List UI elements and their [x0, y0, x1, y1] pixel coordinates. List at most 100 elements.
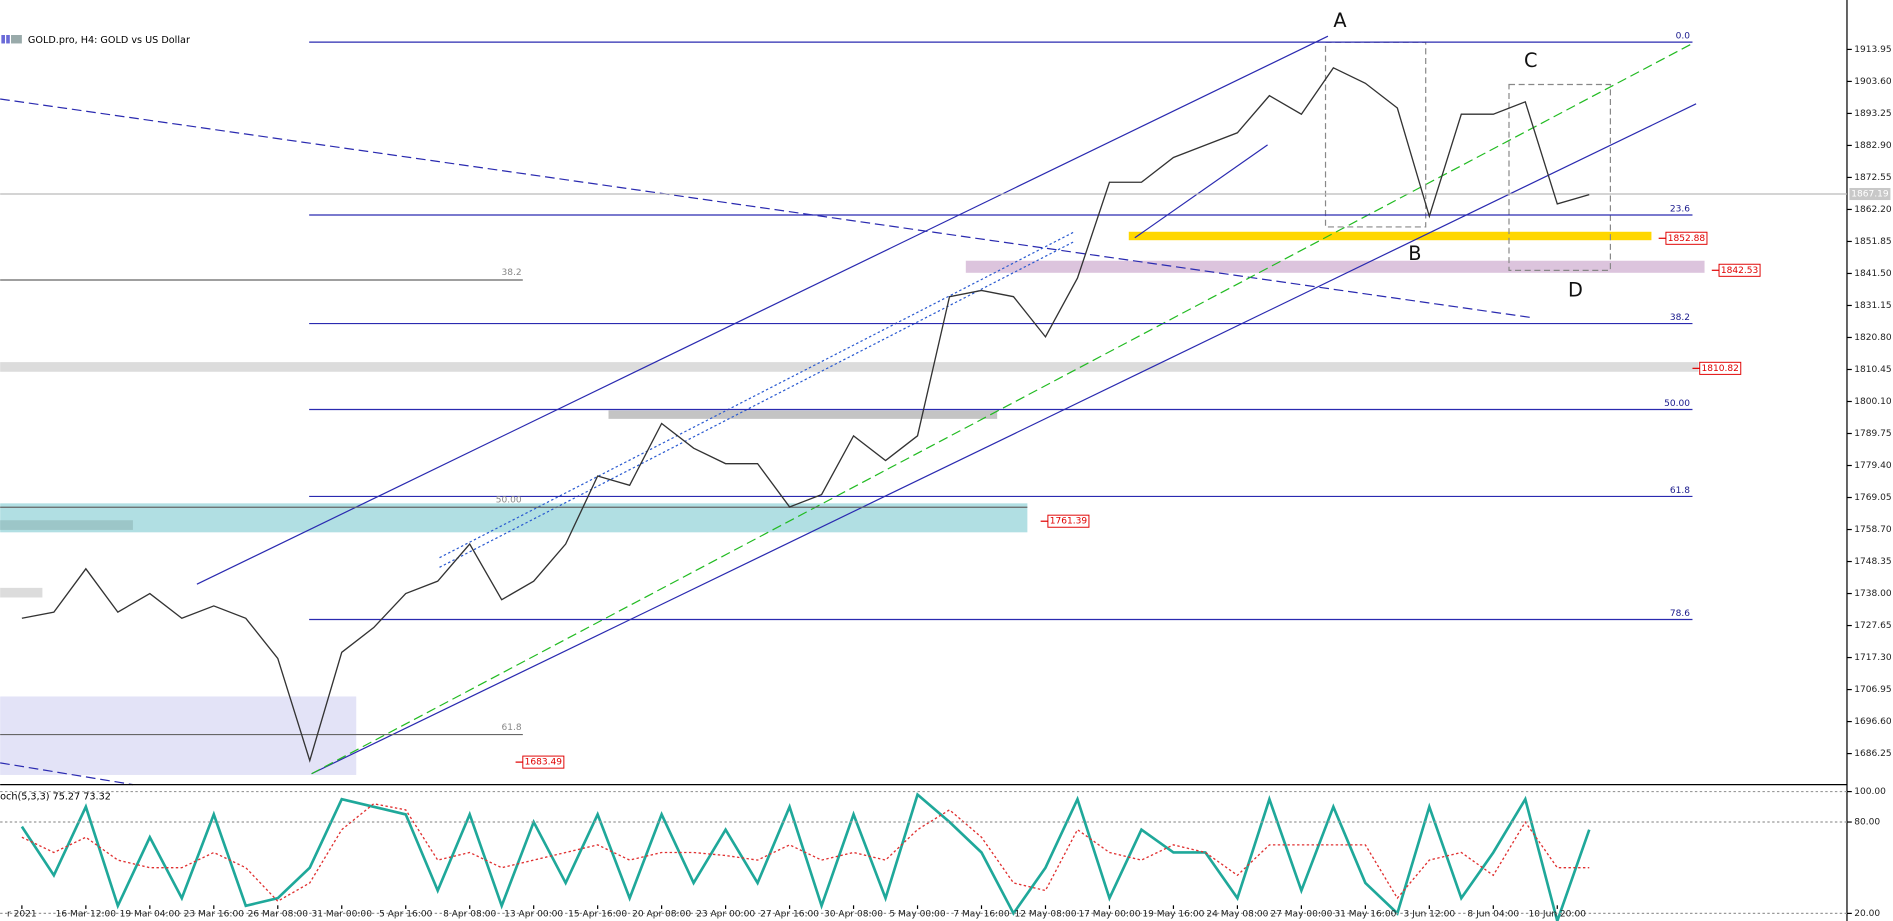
fib-label: 23.6 [1670, 204, 1690, 214]
trend-line [0, 762, 134, 786]
y-tick-label: 1851.85 [1854, 237, 1891, 247]
y-tick-label: 1696.60 [1854, 717, 1892, 727]
y-tick-label: 1831.15 [1854, 301, 1891, 311]
icon [6, 35, 10, 44]
level-label: 1810.82 [1702, 364, 1739, 374]
x-tick-label: 13 Apr 00:00 [504, 909, 563, 919]
wave-label: C [1524, 49, 1537, 72]
x-tick-label: 19 Mar 04:00 [120, 909, 181, 919]
x-tick-label: 19 May 16:00 [1142, 909, 1204, 919]
x-tick-label: 30 Apr 08:00 [824, 909, 883, 919]
level-box [1718, 263, 1761, 277]
trend-line [439, 231, 1075, 559]
y-tick-label: 1779.40 [1854, 461, 1892, 471]
y-tick-label: 80.00 [1854, 818, 1880, 828]
level-label: 1761.39 [1050, 517, 1088, 527]
trend-line [439, 240, 1075, 568]
y-tick-label: 1893.25 [1854, 109, 1891, 119]
x-tick-label: 16 Mar 12:00 [56, 909, 117, 919]
x-tick-label: 27 May 00:00 [1270, 909, 1332, 919]
level-box [522, 755, 565, 769]
y-tick-label: 1872.55 [1854, 173, 1891, 183]
zone [0, 503, 1028, 533]
chart-title: GOLD.pro, H4: GOLD vs US Dollar [28, 35, 190, 46]
level-box [1047, 514, 1090, 528]
icon [11, 35, 22, 44]
y-tick-label: 1738.00 [1854, 589, 1892, 599]
x-tick-label: 8 Apr 08:00 [443, 909, 496, 919]
y-tick-label: 1903.60 [1854, 77, 1892, 87]
x-tick-label: 8 Jun 04:00 [1467, 909, 1519, 919]
level-label: 1852.88 [1668, 234, 1706, 244]
x-tick-label: 27 Apr 16:00 [760, 909, 819, 919]
y-tick-label: 1758.70 [1854, 525, 1892, 535]
y-tick-label: 1913.95 [1854, 45, 1891, 55]
x-tick-label: 20 Apr 08:00 [632, 909, 691, 919]
y-tick-label: 1769.05 [1854, 493, 1891, 503]
icon [1, 35, 5, 44]
fib-label: 61.8 [501, 723, 521, 733]
series-line [20, 792, 1591, 921]
fib-label: 61.8 [1670, 486, 1690, 496]
x-tick-label: 5 Apr 16:00 [379, 909, 432, 919]
wave-label: B [1408, 242, 1421, 265]
fib-label: 0.0 [1676, 32, 1691, 42]
zone [0, 520, 133, 530]
y-tick-label: 1882.90 [1854, 141, 1892, 151]
fib-label: 38.2 [1670, 313, 1690, 323]
wave-label: D [1568, 278, 1583, 301]
y-tick-label: 1748.35 [1854, 557, 1891, 567]
x-tick-label: 3 Jun 12:00 [1403, 909, 1455, 919]
x-tick-label: 17 May 00:00 [1078, 909, 1140, 919]
series-line [21, 66, 1590, 763]
x-tick-label: 23 Mar 16:00 [184, 909, 245, 919]
channel-line [196, 35, 1329, 585]
x-tick-label: r 2021 [7, 909, 37, 919]
plot-layer [0, 41, 1847, 921]
x-tick-label: 15 Apr 16:00 [568, 909, 627, 919]
fib-label: 78.6 [1670, 609, 1690, 619]
y-tick-label: 1810.45 [1854, 365, 1891, 375]
y-tick-label: 1727.65 [1854, 621, 1891, 631]
x-tick-label: 24 May 08:00 [1206, 909, 1268, 919]
y-tick-label: 1717.30 [1854, 653, 1892, 663]
level-box [1665, 231, 1708, 245]
x-tick-label: 31 May 16:00 [1334, 909, 1396, 919]
y-tick-label: 1800.10 [1854, 397, 1892, 407]
wave-label: A [1333, 9, 1347, 32]
x-tick-label: 31 Mar 00:00 [312, 909, 373, 919]
trend-line [1134, 144, 1268, 239]
y-tick-label: 1686.25 [1854, 749, 1891, 759]
zone [608, 410, 998, 419]
zone [1128, 231, 1652, 241]
y-tick-label: 1841.50 [1854, 269, 1892, 279]
y-tick-label: 100.00 [1854, 787, 1886, 797]
y-tick-label: 1789.75 [1854, 429, 1891, 439]
y-tick-label: 1862.20 [1854, 205, 1892, 215]
level-label: 1842.53 [1721, 266, 1759, 276]
x-tick-label: 26 Mar 08:00 [248, 909, 309, 919]
indicator-title: och(5,3,3) 75.27 73.32 [0, 792, 111, 803]
y-tick-label: 1706.95 [1854, 685, 1891, 695]
zone [0, 362, 1699, 372]
fib-label: 50.00 [1664, 399, 1690, 409]
zone [0, 696, 357, 775]
current-price-label: 1867.19 [1851, 190, 1889, 200]
fib-label: 38.2 [501, 268, 521, 278]
pattern-box [1508, 83, 1611, 271]
current-price-box [1849, 187, 1891, 201]
x-tick-label: 7 May 16:00 [953, 909, 1010, 919]
fib-label: 50.00 [496, 496, 522, 506]
series-line [21, 803, 1590, 903]
x-tick-label: 12 May 08:00 [1014, 909, 1076, 919]
level-box [1699, 361, 1742, 375]
zone [0, 587, 43, 598]
level-label: 1683.49 [525, 758, 563, 768]
x-tick-label: 10 Jun 20:00 [1529, 909, 1587, 919]
y-tick-label: 1820.80 [1854, 333, 1892, 343]
x-tick-label: 5 May 00:00 [889, 909, 946, 919]
y-tick-label: 20.00 [1854, 909, 1880, 919]
trend-line [0, 98, 1531, 319]
